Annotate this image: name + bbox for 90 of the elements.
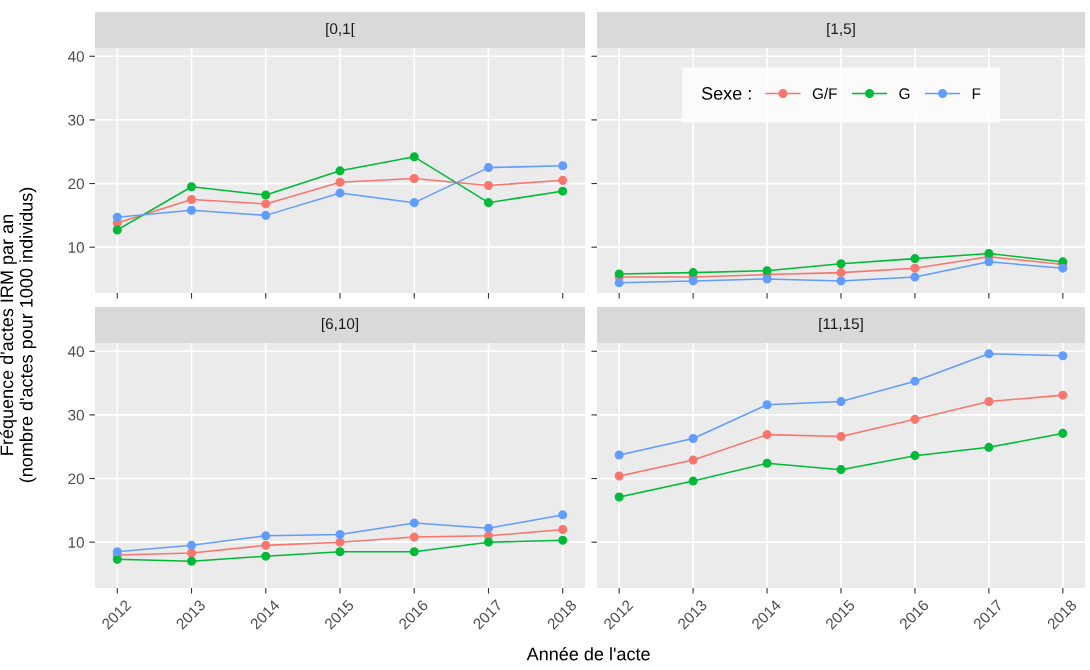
point	[910, 272, 920, 282]
point	[483, 198, 493, 208]
point	[688, 268, 698, 278]
point	[483, 523, 493, 533]
point	[335, 537, 345, 547]
point	[910, 414, 920, 424]
point	[558, 535, 568, 545]
point	[409, 518, 419, 528]
point	[762, 458, 772, 468]
point	[836, 268, 846, 278]
point	[762, 430, 772, 440]
point	[112, 225, 122, 235]
point	[1058, 351, 1068, 361]
point	[688, 433, 698, 443]
point	[688, 455, 698, 465]
chart-title: [11,15]	[819, 317, 863, 333]
legend-label: G	[899, 88, 910, 100]
point	[1058, 390, 1068, 400]
y-axis-title: Fréquence d'actes IRM par an (nombre d'actes pour 1000 individus)	[0, 187, 37, 483]
point	[335, 188, 345, 198]
point	[335, 166, 345, 176]
point	[558, 524, 568, 534]
point	[762, 274, 772, 284]
point	[187, 548, 197, 558]
point	[409, 173, 419, 183]
point	[483, 180, 493, 190]
point	[261, 199, 271, 209]
point	[409, 152, 419, 162]
point	[910, 376, 920, 386]
point	[558, 510, 568, 520]
point	[558, 175, 568, 185]
point	[614, 450, 624, 460]
y-tick-label: 40	[67, 51, 84, 62]
y-tick-label: 10	[68, 537, 84, 548]
point	[409, 198, 419, 208]
point	[409, 532, 419, 542]
point	[836, 465, 846, 475]
x-axis-title: Année de l'acte	[526, 646, 650, 661]
point	[688, 476, 698, 486]
point	[836, 259, 846, 269]
point	[261, 531, 271, 541]
legend-label: G/F	[812, 87, 837, 100]
point	[483, 163, 493, 173]
point	[112, 554, 122, 564]
point	[261, 551, 271, 561]
point	[688, 276, 698, 286]
point	[762, 400, 772, 410]
point	[1058, 263, 1068, 273]
legend-title: Sexe :	[701, 87, 751, 100]
point	[614, 471, 624, 481]
point	[836, 276, 846, 286]
point	[836, 397, 846, 407]
point	[335, 177, 345, 187]
point	[1058, 428, 1068, 438]
point	[187, 182, 197, 192]
point	[910, 451, 920, 461]
point	[558, 161, 568, 171]
point	[187, 556, 197, 566]
point	[483, 537, 493, 547]
point	[614, 278, 624, 288]
y-tick-label: 40	[67, 346, 84, 357]
point	[187, 205, 197, 215]
chart-title: [1,5]	[827, 22, 855, 38]
point	[558, 186, 568, 196]
y-tick-label: 20	[68, 473, 84, 485]
point	[261, 190, 271, 200]
chart-title: [6,10]	[321, 317, 359, 333]
point	[335, 530, 345, 540]
point	[187, 540, 197, 550]
point	[261, 210, 271, 220]
point	[984, 442, 994, 452]
y-tick-label: 30	[68, 114, 84, 126]
point	[614, 492, 624, 502]
point	[984, 397, 994, 407]
legend-label: F	[972, 88, 981, 99]
point	[762, 266, 772, 276]
point	[910, 263, 920, 273]
point	[836, 432, 846, 442]
point	[984, 257, 994, 267]
point	[261, 540, 271, 550]
point	[112, 212, 122, 222]
chart-title: [0,1[	[326, 22, 355, 38]
point	[409, 547, 419, 557]
y-tick-label: 20	[68, 178, 84, 190]
y-tick-label: 30	[68, 409, 84, 421]
point	[335, 547, 345, 557]
y-tick-label: 10	[68, 242, 84, 253]
point	[910, 254, 920, 264]
point	[984, 349, 994, 359]
point	[187, 194, 197, 204]
